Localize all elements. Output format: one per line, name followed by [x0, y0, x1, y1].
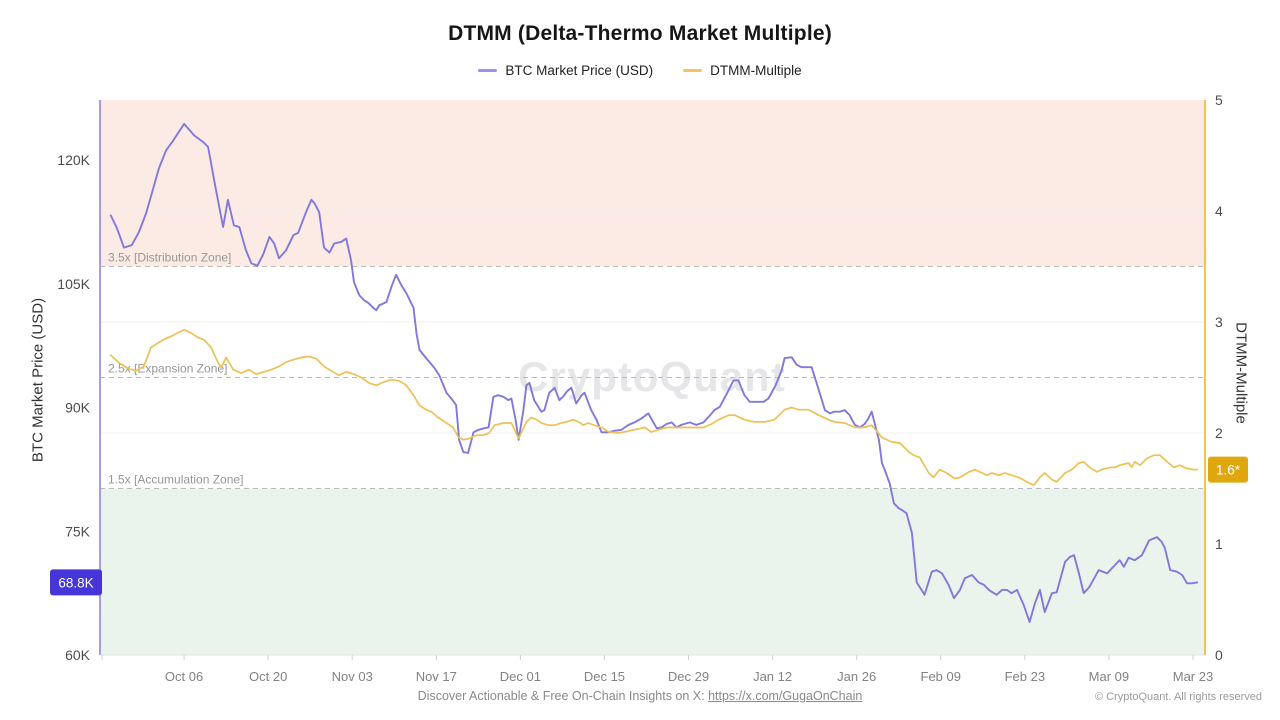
right-axis-tick-label: 0 — [1215, 647, 1223, 663]
legend-label: DTMM-Multiple — [710, 63, 802, 78]
legend: BTC Market Price (USD) DTMM-Multiple — [0, 63, 1280, 78]
x-tick-label: Nov 17 — [416, 669, 457, 684]
x-tick-label: Mar 09 — [1089, 669, 1129, 684]
watermark: CryptoQuant — [518, 353, 786, 400]
x-tick-label: Jan 26 — [837, 669, 876, 684]
x-tick-label: Feb 23 — [1005, 669, 1045, 684]
copyright-text: © CryptoQuant. All rights reserved — [1094, 691, 1262, 703]
btc-price-line — [109, 122, 1199, 623]
left-axis-title: BTC Market Price (USD) — [29, 297, 47, 463]
promo-link[interactable]: https://x.com/GugaOnChain — [708, 689, 863, 703]
right-axis-tick-label: 5 — [1215, 92, 1223, 108]
threshold-label-accumulation: 1.5x [Accumulation Zone] — [108, 473, 243, 487]
x-tick-label: Dec 01 — [500, 669, 541, 684]
dtmm-multiple-line — [109, 328, 1199, 487]
threshold-label-distribution: 3.5x [Distribution Zone] — [108, 251, 231, 265]
dtmm-last-value-badge — [1208, 456, 1248, 483]
promo-text: Discover Actionable & Free On-Chain Insi… — [417, 689, 709, 703]
x-tick-label: Mar 23 — [1173, 669, 1213, 684]
left-axis-tick-label: 90K — [65, 400, 91, 416]
x-tick-label: Dec 15 — [584, 669, 625, 684]
legend-label: BTC Market Price (USD) — [505, 63, 654, 78]
left-axis-tick-label: 75K — [65, 523, 91, 539]
x-tick-label: Jan 12 — [753, 669, 792, 684]
right-axis-tick-label: 1 — [1215, 536, 1223, 552]
left-axis-tick-label: 60K — [65, 647, 91, 663]
x-tick-label: Dec 29 — [668, 669, 709, 684]
right-axis-tick-label: 4 — [1215, 203, 1223, 219]
accumulation-zone-band — [100, 488, 1205, 655]
right-axis-tick-label: 2 — [1215, 425, 1223, 441]
x-tick-label: Oct 06 — [165, 669, 203, 684]
distribution-zone-band — [100, 100, 1205, 267]
x-tick-label: Oct 20 — [249, 669, 287, 684]
x-tick-label: Feb 09 — [921, 669, 961, 684]
btc-last-value-badge-text: 68.8K — [58, 575, 93, 590]
dtmm-last-value-badge-text: 1.6* — [1216, 463, 1241, 478]
legend-item-btc-price[interactable]: BTC Market Price (USD) — [478, 63, 653, 78]
threshold-label-expansion: 2.5x [Expansion Zone] — [108, 362, 227, 376]
x-tick-label: Nov 03 — [332, 669, 373, 684]
footer-promo: Discover Actionable & Free On-Chain Insi… — [0, 689, 1280, 703]
btc-last-value-badge — [50, 569, 102, 596]
right-axis-title: DTMM-Multiple — [1232, 322, 1250, 424]
left-axis-tick-label: 105K — [57, 276, 90, 292]
chart-title: DTMM (Delta-Thermo Market Multiple) — [448, 22, 832, 45]
legend-item-dtmm-multiple[interactable]: DTMM-Multiple — [683, 63, 802, 78]
dtmm-line-swatch-icon — [683, 69, 703, 72]
left-axis-tick-label: 120K — [57, 152, 90, 168]
btc-line-swatch-icon — [478, 69, 498, 72]
right-axis-tick-label: 3 — [1215, 314, 1223, 330]
